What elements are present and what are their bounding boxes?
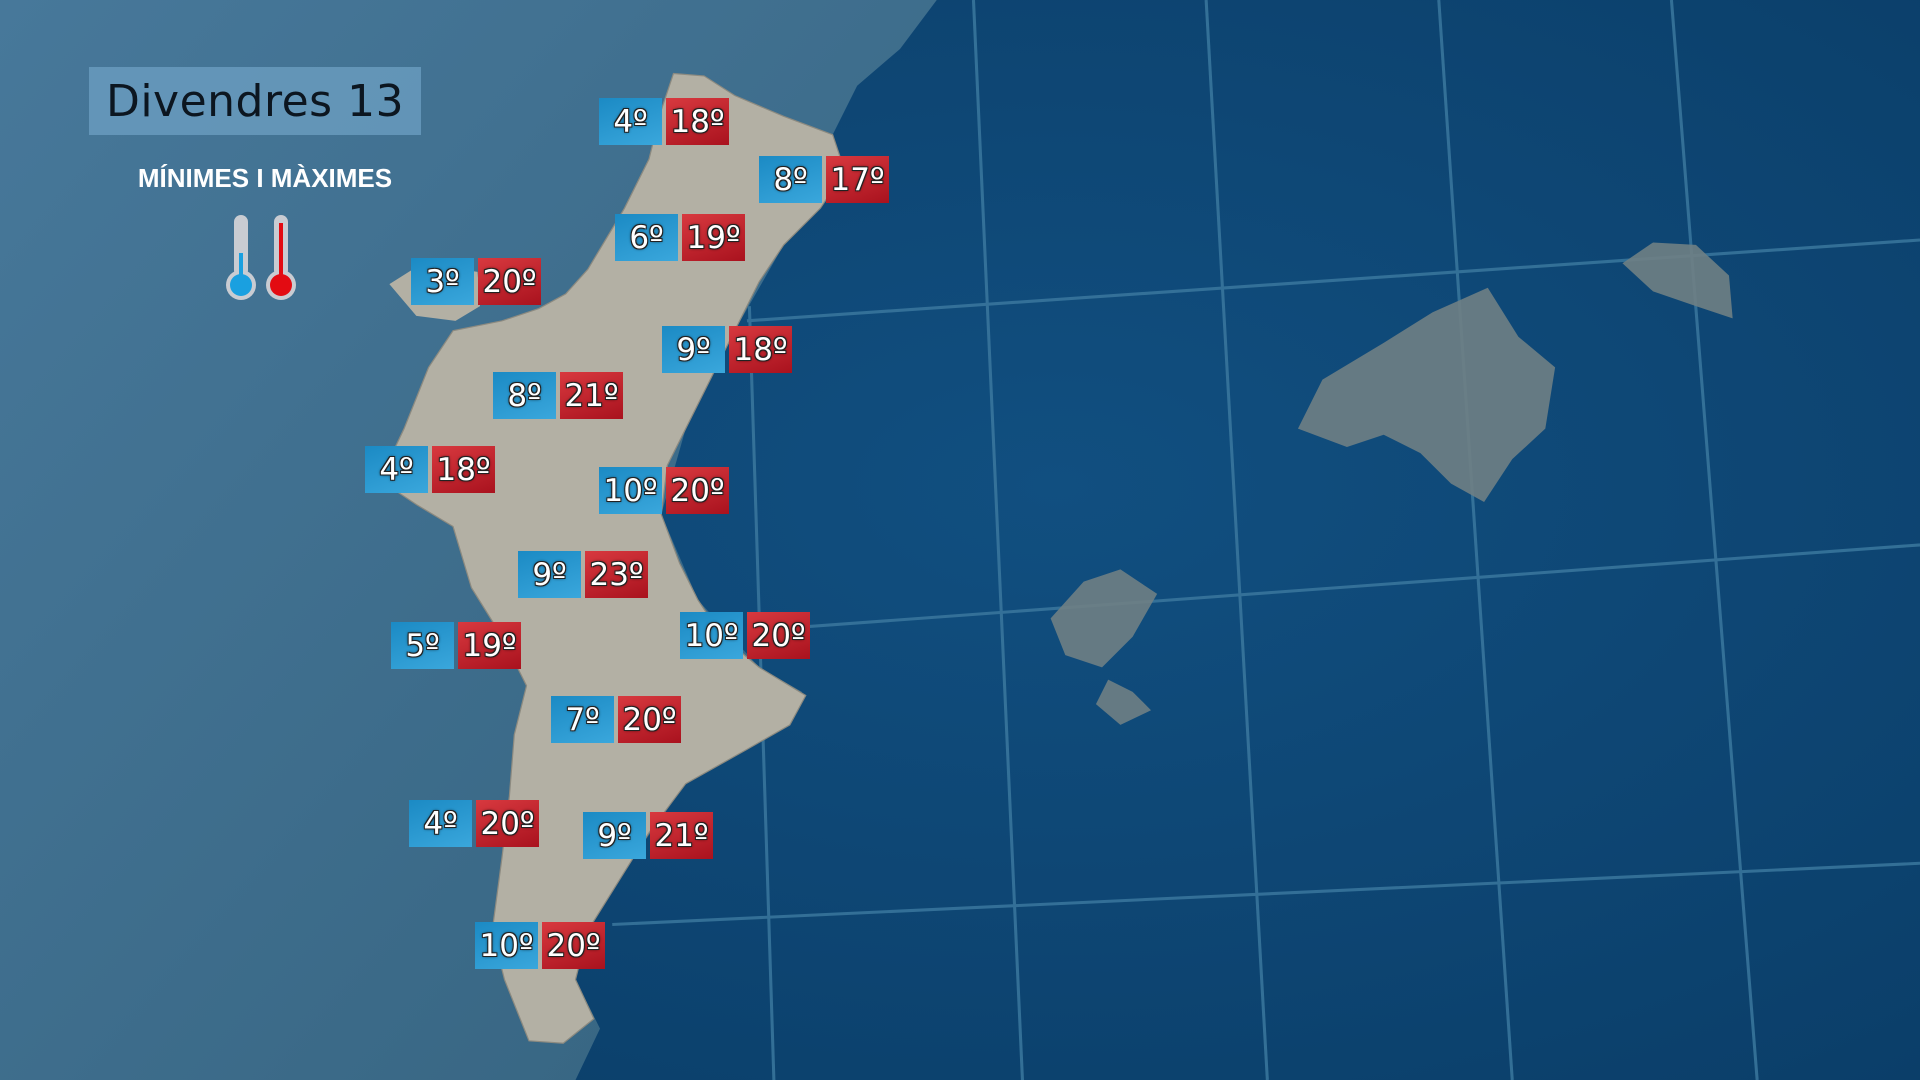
title-box: Divendres 13 bbox=[89, 67, 421, 135]
max-temperature: 18º bbox=[729, 326, 792, 373]
temperature-pair: 9º 18º bbox=[662, 326, 792, 373]
min-temperature: 9º bbox=[518, 551, 581, 598]
max-temperature: 20º bbox=[478, 258, 541, 305]
min-temperature: 9º bbox=[583, 812, 646, 859]
max-temperature: 20º bbox=[542, 922, 605, 969]
temperature-pair: 3º 20º bbox=[411, 258, 541, 305]
ibiza bbox=[1050, 569, 1158, 668]
temperature-pair: 4º 18º bbox=[365, 446, 495, 493]
max-temperature: 21º bbox=[650, 812, 713, 859]
max-temperature: 23º bbox=[585, 551, 648, 598]
temperature-pair: 8º 17º bbox=[759, 156, 889, 203]
temperature-pair: 7º 20º bbox=[551, 696, 681, 743]
max-temperature: 18º bbox=[666, 98, 729, 145]
min-temperature: 9º bbox=[662, 326, 725, 373]
max-temperature: 21º bbox=[560, 372, 623, 419]
temperature-pair: 10º 20º bbox=[680, 612, 810, 659]
max-temperature: 17º bbox=[826, 156, 889, 203]
min-temperature: 10º bbox=[599, 467, 662, 514]
temperature-pair: 4º 20º bbox=[409, 800, 539, 847]
min-temperature: 3º bbox=[411, 258, 474, 305]
min-temperature: 10º bbox=[475, 922, 538, 969]
grid-lines bbox=[612, 0, 1920, 1080]
min-temperature: 4º bbox=[599, 98, 662, 145]
max-temperature: 18º bbox=[432, 446, 495, 493]
max-temperature: 20º bbox=[476, 800, 539, 847]
min-temperature: 10º bbox=[680, 612, 743, 659]
thermometer-cold-icon bbox=[226, 215, 256, 300]
temperature-pair: 5º 19º bbox=[391, 622, 521, 669]
min-temperature: 4º bbox=[365, 446, 428, 493]
min-temperature: 6º bbox=[615, 214, 678, 261]
temperature-pair: 8º 21º bbox=[493, 372, 623, 419]
formentera bbox=[1095, 679, 1152, 725]
thermometer-hot-icon bbox=[266, 215, 296, 300]
menorca bbox=[1622, 242, 1733, 319]
max-temperature: 20º bbox=[618, 696, 681, 743]
mallorca bbox=[1297, 287, 1556, 503]
min-temperature: 8º bbox=[759, 156, 822, 203]
min-temperature: 5º bbox=[391, 622, 454, 669]
temperature-pair: 9º 21º bbox=[583, 812, 713, 859]
max-temperature: 20º bbox=[747, 612, 810, 659]
temperature-pair: 4º 18º bbox=[599, 98, 729, 145]
min-temperature: 7º bbox=[551, 696, 614, 743]
thermometer-legend bbox=[226, 215, 296, 300]
max-temperature: 19º bbox=[682, 214, 745, 261]
temperature-pair: 10º 20º bbox=[475, 922, 605, 969]
legend-subtitle: MÍNIMES I MÀXIMES bbox=[137, 163, 393, 193]
max-temperature: 19º bbox=[458, 622, 521, 669]
temperature-pair: 10º 20º bbox=[599, 467, 729, 514]
temperature-pair: 9º 23º bbox=[518, 551, 648, 598]
temperature-pair: 6º 19º bbox=[615, 214, 745, 261]
min-temperature: 4º bbox=[409, 800, 472, 847]
min-temperature: 8º bbox=[493, 372, 556, 419]
page-title: Divendres 13 bbox=[105, 75, 405, 127]
max-temperature: 20º bbox=[666, 467, 729, 514]
